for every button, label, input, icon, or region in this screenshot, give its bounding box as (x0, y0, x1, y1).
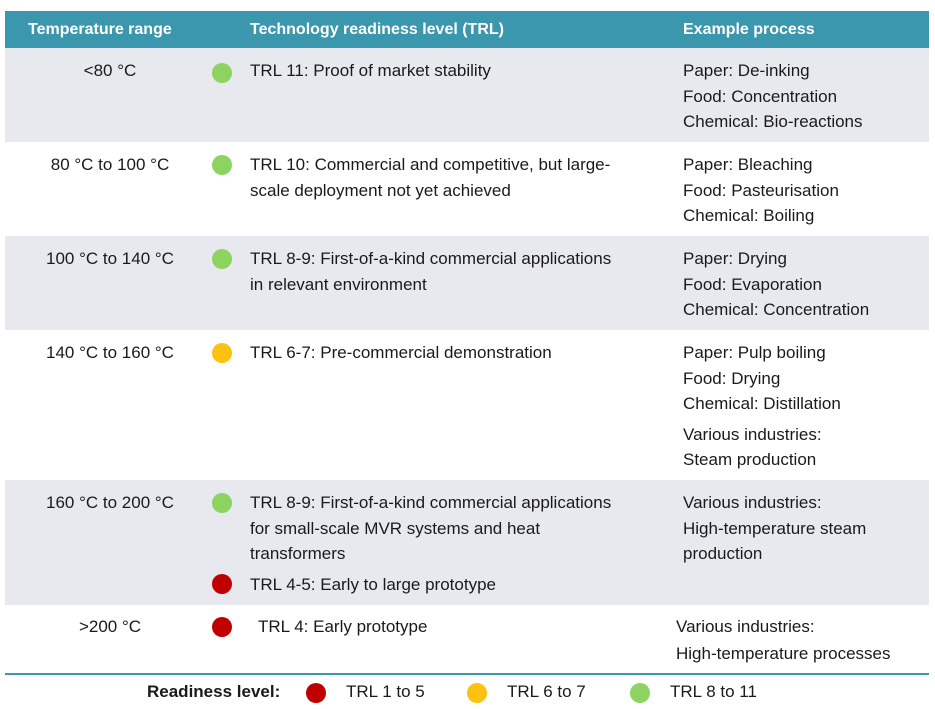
table-row: <80 °C TRL 11: Proof of market stability… (5, 48, 929, 142)
example-line: Food: Evaporation (683, 274, 822, 294)
legend-label-red: TRL 1 to 5 (346, 682, 425, 701)
temperature-cell: 100 °C to 140 °C (46, 249, 174, 268)
example-line: High-temperature steam (683, 518, 867, 538)
trl-cell: TRL 8-9: First-of-a-kind commercial appl… (250, 490, 611, 597)
table-header: Temperature range Technology readiness l… (5, 11, 929, 48)
trl-line: transformers (250, 544, 346, 563)
readiness-red-dot (212, 574, 232, 594)
example-line: High-temperature processes (676, 643, 891, 663)
trl-line: scale deployment not yet achieved (250, 180, 511, 200)
trl-line: TRL 4: Early prototype (258, 617, 428, 636)
readiness-green-dot (212, 493, 232, 513)
example-line: Chemical: Distillation (683, 394, 841, 413)
trl-line: TRL 10: Commercial and competitive, but … (250, 155, 611, 174)
legend-red-dot (306, 683, 326, 703)
example-line: Food: Concentration (683, 86, 838, 106)
table-row: >200 °C TRL 4: Early prototype Various i… (5, 605, 929, 673)
readiness-green-dot (212, 155, 232, 175)
temperature-cell: >200 °C (78, 617, 142, 636)
example-cell: Paper: Drying Food: Evaporation Chemical… (683, 246, 869, 323)
example-line: Paper: Pulp boiling (683, 343, 826, 362)
readiness-yellow-dot (212, 343, 232, 363)
readiness-red-dot (212, 617, 232, 637)
temperature-cell: <80 °C (83, 61, 137, 80)
temperature-cell: 140 °C to 160 °C (46, 343, 174, 362)
trl-line: TRL 11: Proof of market stability (250, 61, 491, 80)
trl-line: in relevant environment (250, 274, 427, 294)
trl-cell: TRL 11: Proof of market stability (250, 58, 491, 84)
example-line: Chemical: Boiling (683, 206, 815, 225)
example-line: Food: Pasteurisation (683, 180, 839, 200)
header-example: Example process (683, 21, 815, 38)
example-line: Chemical: Bio-reactions (683, 112, 863, 131)
example-line: Food: Drying (683, 368, 781, 388)
legend-label-yellow: TRL 6 to 7 (507, 682, 586, 701)
table-row: 140 °C to 160 °C TRL 6-7: Pre-commercial… (5, 330, 929, 480)
example-line: Chemical: Concentration (683, 300, 870, 319)
trl-cell: TRL 4: Early prototype (258, 614, 427, 640)
trl-line: TRL 4-5: Early to large prototype (250, 574, 496, 594)
header-trl: Technology readiness level (TRL) (250, 21, 504, 38)
trl-cell: TRL 6-7: Pre-commercial demonstration (250, 340, 552, 366)
legend-green-dot (630, 683, 650, 703)
table-bottom-rule (5, 673, 929, 675)
table-row: 160 °C to 200 °C TRL 8-9: First-of-a-kin… (5, 480, 929, 605)
example-cell: Various industries: High-temperature pro… (676, 614, 890, 666)
example-cell: Various industries: High-temperature ste… (683, 490, 866, 567)
trl-line: TRL 8-9: First-of-a-kind commercial appl… (250, 493, 612, 512)
trl-cell: TRL 8-9: First-of-a-kind commercial appl… (250, 246, 611, 297)
table-row: 80 °C to 100 °C TRL 10: Commercial and c… (5, 142, 929, 236)
legend-label-green: TRL 8 to 11 (670, 682, 757, 701)
temperature-cell: 160 °C to 200 °C (46, 493, 174, 512)
example-line: Paper: De-inking (683, 61, 810, 80)
readiness-green-dot (212, 249, 232, 269)
trl-line: TRL 8-9: First-of-a-kind commercial appl… (250, 249, 612, 268)
example-cell: Paper: Pulp boiling Food: Drying Chemica… (683, 340, 841, 473)
example-cell: Paper: Bleaching Food: Pasteurisation Ch… (683, 152, 839, 229)
example-line: Various industries: (683, 493, 822, 512)
trl-cell: TRL 10: Commercial and competitive, but … (250, 152, 610, 203)
readiness-green-dot (212, 63, 232, 83)
example-line: Paper: Bleaching (683, 155, 813, 174)
legend-title: Readiness level: (147, 682, 281, 701)
temperature-cell: 80 °C to 100 °C (50, 155, 170, 174)
legend: Readiness level: TRL 1 to 5 TRL 6 to 7 T… (0, 680, 935, 706)
trl-line: for small-scale MVR systems and heat (250, 518, 541, 538)
example-line: Various industries: (676, 617, 815, 636)
example-line: production (683, 544, 763, 563)
example-line: Paper: Drying (683, 249, 787, 268)
trl-line: TRL 6-7: Pre-commercial demonstration (250, 343, 552, 362)
header-temperature: Temperature range (28, 21, 172, 38)
example-line: Steam production (683, 450, 817, 469)
table-row: 100 °C to 140 °C TRL 8-9: First-of-a-kin… (5, 236, 929, 330)
example-line: Various industries: (683, 424, 822, 444)
legend-yellow-dot (467, 683, 487, 703)
example-cell: Paper: De-inking Food: Concentration Che… (683, 58, 863, 135)
